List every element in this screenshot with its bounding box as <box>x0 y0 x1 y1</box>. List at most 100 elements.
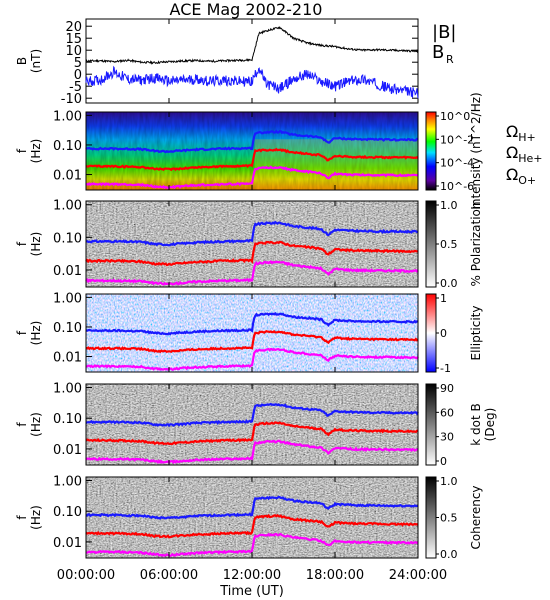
time-axis: 00:00:00 06:00:00 12:00:00 18:00:00 24:00:00… <box>57 552 447 599</box>
he-plus-gyro-line <box>85 329 419 354</box>
he-plus-gyro-line <box>85 513 419 539</box>
polarization-ylabel: f <box>15 241 29 246</box>
polarization-colorbar-tick-label: 0.5 <box>440 238 458 251</box>
o-plus-gyro-line <box>85 532 419 557</box>
kdotb-colorbar-label: k dot B <box>469 403 483 445</box>
he-plus-gyro-line <box>85 421 419 446</box>
kdotb-colorbar-tick-label: 60 <box>440 406 454 419</box>
bfield-ytick-label: 20 <box>65 20 82 35</box>
coherency-ytick-label: 1.00 <box>53 475 82 490</box>
he-plus-gyro-line <box>85 147 419 172</box>
br-series-line <box>85 65 419 99</box>
coherency-colorbar-tick-label: 0.5 <box>440 512 458 525</box>
intensity-colorbar-tick-label: 10^0 <box>440 110 470 123</box>
intensity-enhancement-region <box>254 139 418 190</box>
legend-br-subscript: R <box>446 53 454 66</box>
figure-title: ACE Mag 2002-210 <box>170 0 323 19</box>
ellipticity-colorbar-tick-label: -1 <box>440 362 451 375</box>
time-tick-label: 00:00:00 <box>57 568 115 583</box>
intensity-ylabel-units: (Hz) <box>29 139 43 164</box>
kdotb-panel: 1.00 0.10 0.01 f (Hz) 90 60 30 0 k dot B (Deg) <box>15 382 497 468</box>
coherency-ylabel-units: (Hz) <box>29 505 43 530</box>
coherency-spectrogram-image <box>86 477 418 558</box>
coherency-colorbar-tick-label: 0.0 <box>440 548 458 561</box>
bmag-series-line <box>85 26 419 65</box>
bfield-ytick-label: 5 <box>74 56 82 71</box>
o-plus-gyro-line <box>85 439 419 465</box>
ellipticity-panel: 1.00 0.10 0.01 f (Hz) 1 0 -1 Ellipticity <box>15 291 483 375</box>
legend-br: B <box>432 42 444 63</box>
bfield-ytick-label: 10 <box>65 44 82 59</box>
bfield-ytick-label: -5 <box>69 80 82 95</box>
intensity-colorbar-tick-label: 10^-4 <box>440 157 474 170</box>
polarization-panel: 1.00 0.10 0.01 f (Hz) 1.0 0.5 0.0 % Polarization <box>15 199 483 290</box>
time-tick-label: 06:00:00 <box>140 568 198 583</box>
ellipticity-colorbar-label: Ellipticity <box>469 306 483 361</box>
intensity-ytick-label: 1.00 <box>53 109 82 124</box>
bfield-ytick-label: 15 <box>65 32 82 47</box>
time-tick-label: 18:00:00 <box>306 568 364 583</box>
time-axis-label: Time (UT) <box>219 584 284 599</box>
ellipticity-colorbar-tick-label: 1 <box>440 292 447 305</box>
ellipticity-ytick-label: 0.10 <box>53 321 82 336</box>
o-plus-gyro-line <box>85 260 419 286</box>
kdotb-ytick-label: 0.10 <box>53 412 82 427</box>
kdotb-colorbar <box>425 383 437 466</box>
coherency-panel: 1.00 0.10 0.01 f (Hz) 1.0 0.5 0.0 Coherency <box>15 475 483 561</box>
intensity-spectrogram-texture <box>86 112 418 190</box>
h-plus-gyro-line <box>85 220 419 247</box>
kdotb-ytick-label: 0.01 <box>53 443 82 458</box>
intensity-colorbar <box>425 111 437 191</box>
he-plus-gyro-line <box>85 240 419 267</box>
time-tick-label: 24:00:00 <box>389 568 447 583</box>
intensity-panel: 1.00 0.10 0.01 f (Hz) 10^0 10^-2 10^-4 10^-6Inte… <box>15 92 543 209</box>
kdotb-spectrogram-image <box>86 384 418 465</box>
coherency-ytick-label: 0.10 <box>53 505 82 520</box>
ellipticity-ylabel: f <box>15 330 29 335</box>
ellipticity-ytick-label: 1.00 <box>53 291 82 306</box>
coherency-ytick-label: 0.01 <box>53 536 82 551</box>
polarization-colorbar-label: % Polarization <box>469 202 483 287</box>
h-plus-gyro-line <box>85 129 419 154</box>
legend-bmag: |B| <box>432 22 456 43</box>
polarization-ytick-label: 0.01 <box>53 264 82 279</box>
ellipticity-ylabel-units: (Hz) <box>29 321 43 346</box>
coherency-ylabel: f <box>15 515 29 520</box>
kdotb-colorbar-tick-label: 30 <box>440 431 454 444</box>
intensity-ytick-label: 0.01 <box>53 169 82 184</box>
legend-ion-2: ΩO+ <box>506 165 536 187</box>
polarization-ytick-label: 1.00 <box>53 199 82 214</box>
bfield-ylabel: B <box>15 57 29 65</box>
o-plus-gyro-line <box>85 347 419 371</box>
intensity-colorbar-tick-label: 10^-2 <box>440 133 474 146</box>
polarization-spectrogram-image <box>86 201 418 287</box>
bfield-ylabel-units: (nT) <box>29 49 43 73</box>
polarization-colorbar-tick-label: 0.0 <box>440 277 458 290</box>
polarization-colorbar-tick-label: 1.0 <box>440 199 458 212</box>
o-plus-gyro-line <box>85 165 419 190</box>
h-plus-gyro-line <box>85 311 419 336</box>
kdotb-ylabel: f <box>15 422 29 427</box>
intensity-colorbar-tick-label: 10^-6 <box>440 180 474 193</box>
time-tick-label: 12:00:00 <box>223 568 281 583</box>
intensity-ylabel: f <box>15 148 29 153</box>
polarization-ytick-label: 0.10 <box>53 231 82 246</box>
h-plus-gyro-line <box>85 495 419 520</box>
polarization-ylabel-units: (Hz) <box>29 232 43 257</box>
kdotb-colorbar-label-units: (Deg) <box>483 408 497 442</box>
ellipticity-colorbar-tick-label: 0 <box>440 327 447 340</box>
kdotb-ylabel-units: (Hz) <box>29 412 43 437</box>
kdotb-colorbar-tick-label: 90 <box>440 382 454 395</box>
legend-ion-1: ΩHe+ <box>506 143 543 165</box>
bfield-ytick-label: 0 <box>74 68 82 83</box>
h-plus-gyro-line <box>85 402 419 428</box>
legend-ion-0: ΩH+ <box>506 122 536 144</box>
intensity-colorbar-label: Intensity (nT^2/Hz) <box>469 92 483 209</box>
ellipticity-spectrogram-image <box>86 294 418 372</box>
kdotb-colorbar-tick-label: 0 <box>440 455 447 468</box>
ellipticity-ytick-label: 0.01 <box>53 351 82 366</box>
bfield-ytick-label: -10 <box>61 92 82 107</box>
kdotb-ytick-label: 1.00 <box>53 382 82 397</box>
